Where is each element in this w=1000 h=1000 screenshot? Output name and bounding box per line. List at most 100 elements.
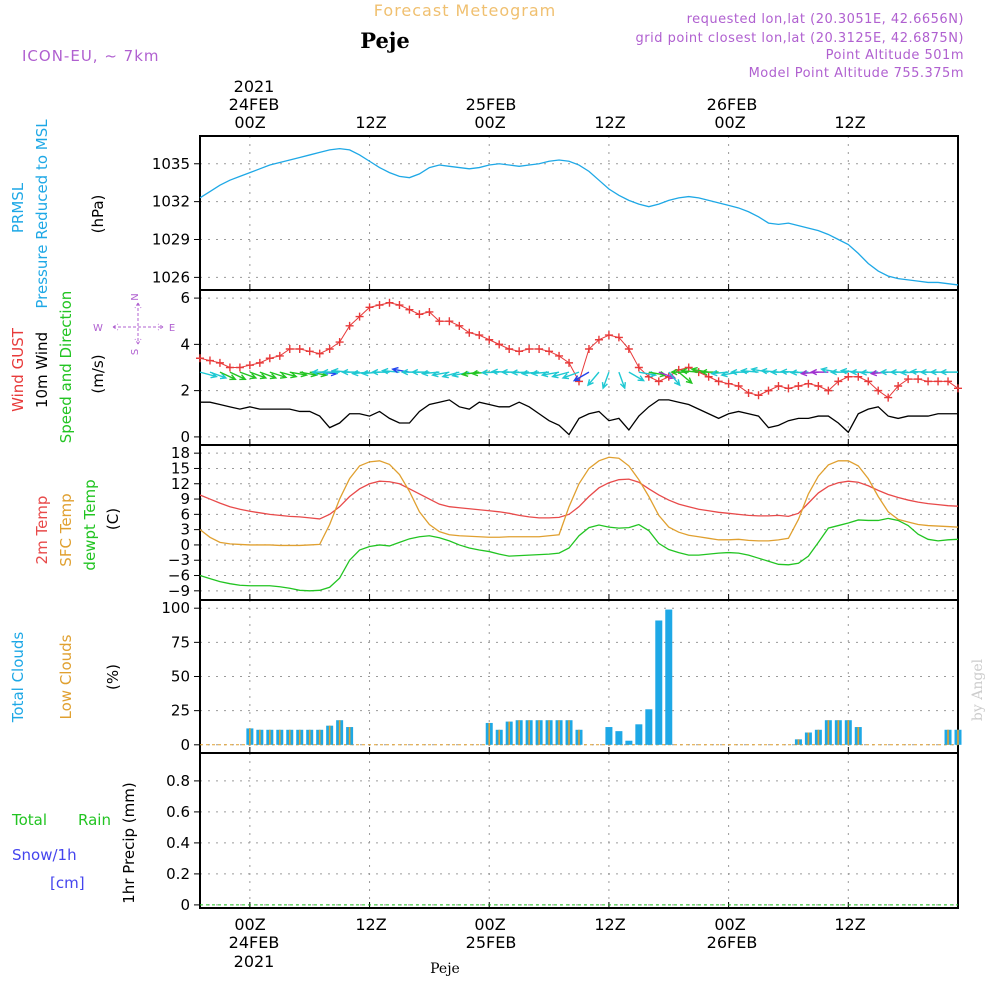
low-cloud-bar	[508, 721, 510, 745]
total-cloud-bar	[665, 609, 673, 745]
gust-marker	[804, 379, 813, 388]
wind-arrow	[229, 371, 247, 381]
gust-marker	[824, 386, 833, 395]
gust-marker	[335, 338, 344, 347]
temp2m-label: 2m Temp	[33, 496, 51, 565]
cm-label: [cm]	[50, 874, 85, 892]
ytick-label-2-7: 12	[171, 475, 190, 493]
low-cloud-bar	[827, 720, 830, 745]
gust-marker	[196, 354, 204, 363]
gust-marker	[884, 393, 893, 402]
low-cloud-bar	[847, 720, 850, 745]
compass-cross	[112, 302, 164, 345]
gust-marker	[714, 377, 723, 386]
ytick-label-1-2: 4	[180, 335, 190, 353]
gust-marker	[724, 379, 733, 388]
gust-marker	[305, 347, 314, 356]
cloud-side-labels: Total Clouds Low Clouds (%)	[9, 632, 122, 724]
ytick-label-2-4: 3	[180, 521, 190, 539]
gust-marker	[375, 301, 384, 310]
wind10m-label: 10m Wind	[33, 332, 51, 408]
low-cloud-bar	[348, 727, 351, 745]
gust-marker	[535, 344, 544, 353]
ytick-label-0-3: 1035	[152, 155, 190, 173]
wind-arrow	[410, 368, 430, 376]
gust-marker	[864, 377, 873, 386]
low-cloud-bar	[338, 720, 341, 745]
gust-marker	[844, 372, 853, 381]
ytick-label-0-2: 1032	[152, 193, 190, 211]
wind-arrow	[789, 369, 809, 376]
rain-label: Rain	[78, 811, 111, 829]
ytick-label-1-1: 2	[180, 382, 190, 400]
gust-marker	[704, 372, 713, 381]
gust-marker	[814, 382, 823, 391]
gust-marker	[654, 377, 663, 386]
ytick-label-4-1: 0.2	[166, 865, 190, 883]
prmsl-side-labels: PRMSL Pressure Reduced to MSL (hPa)	[9, 119, 107, 309]
watermark: by Angel	[970, 658, 986, 721]
wind-arrow	[670, 368, 689, 376]
gust-marker	[245, 361, 254, 370]
gust-marker	[315, 349, 324, 358]
tick-label-bottom-3: 00Z	[474, 915, 505, 934]
gust-marker	[405, 305, 414, 314]
low-clouds-label: Low Clouds	[57, 634, 75, 719]
low-cloud-bar	[947, 729, 949, 745]
gust-marker	[235, 363, 244, 372]
day-label-bottom-1: 24FEB	[229, 933, 280, 952]
gust-marker	[225, 363, 234, 372]
wind-arrow	[618, 371, 627, 390]
low-cloud-bar	[518, 720, 520, 745]
snow-label: Snow/1h	[12, 846, 77, 864]
gust-marker	[275, 351, 284, 360]
gust-marker	[594, 335, 603, 344]
gust-marker	[495, 340, 504, 349]
prmsl-label: PRMSL	[9, 182, 27, 233]
wind-arrow	[700, 368, 719, 376]
gust-marker	[734, 382, 743, 391]
low-cloud-bar	[528, 720, 530, 745]
tick-label-bottom-6: 12Z	[834, 915, 865, 934]
compass-n: N	[130, 293, 141, 300]
panel-frame-0	[199, 135, 959, 291]
total-label: Total	[11, 811, 47, 829]
ytick-label-1-0: 0	[180, 428, 190, 446]
gust-marker	[545, 347, 554, 356]
total-clouds-label: Total Clouds	[9, 632, 27, 724]
gust-marker	[445, 317, 454, 326]
low-cloud-bar	[488, 722, 491, 745]
gust-marker	[614, 333, 623, 342]
gust-marker	[764, 386, 773, 395]
wind-arrow	[678, 371, 693, 385]
wind-arrow	[729, 368, 749, 376]
panel-frame-1	[199, 289, 959, 446]
low-cloud-bar	[298, 729, 301, 745]
wind-arrow	[829, 368, 849, 376]
wind-arrow	[586, 371, 600, 387]
compass-e: E	[169, 323, 175, 334]
ytick-label-2-3: 0	[180, 536, 190, 554]
total-cloud-bar	[615, 731, 623, 745]
gust-marker	[944, 377, 953, 386]
wind-arrow	[351, 369, 370, 377]
top-time-axis: 2021 24FEB 25FEB 26FEB 00Z 12Z 00Z 12Z 0…	[229, 77, 866, 132]
compass-w: W	[93, 323, 103, 334]
ytick-label-2-0: −9	[168, 582, 190, 600]
tick-label-bottom-1: 00Z	[234, 915, 265, 934]
low-cloud-bar	[797, 739, 800, 745]
gust-marker	[784, 384, 793, 393]
gust-marker	[565, 358, 574, 367]
precip-side-labels: Total Rain Snow/1h [cm] 1hr Precip (mm)	[11, 782, 138, 903]
gust-marker	[255, 358, 264, 367]
gust-marker	[435, 317, 444, 326]
panel-frame-4	[199, 752, 959, 909]
gust-marker	[684, 363, 693, 372]
wind-arrow	[340, 368, 360, 376]
gust-marker	[415, 310, 424, 319]
total-cloud-bar	[625, 740, 633, 745]
gust-marker	[914, 375, 923, 384]
gust-marker	[325, 344, 334, 353]
gust-marker	[455, 321, 464, 330]
low-cloud-bar	[249, 728, 251, 745]
